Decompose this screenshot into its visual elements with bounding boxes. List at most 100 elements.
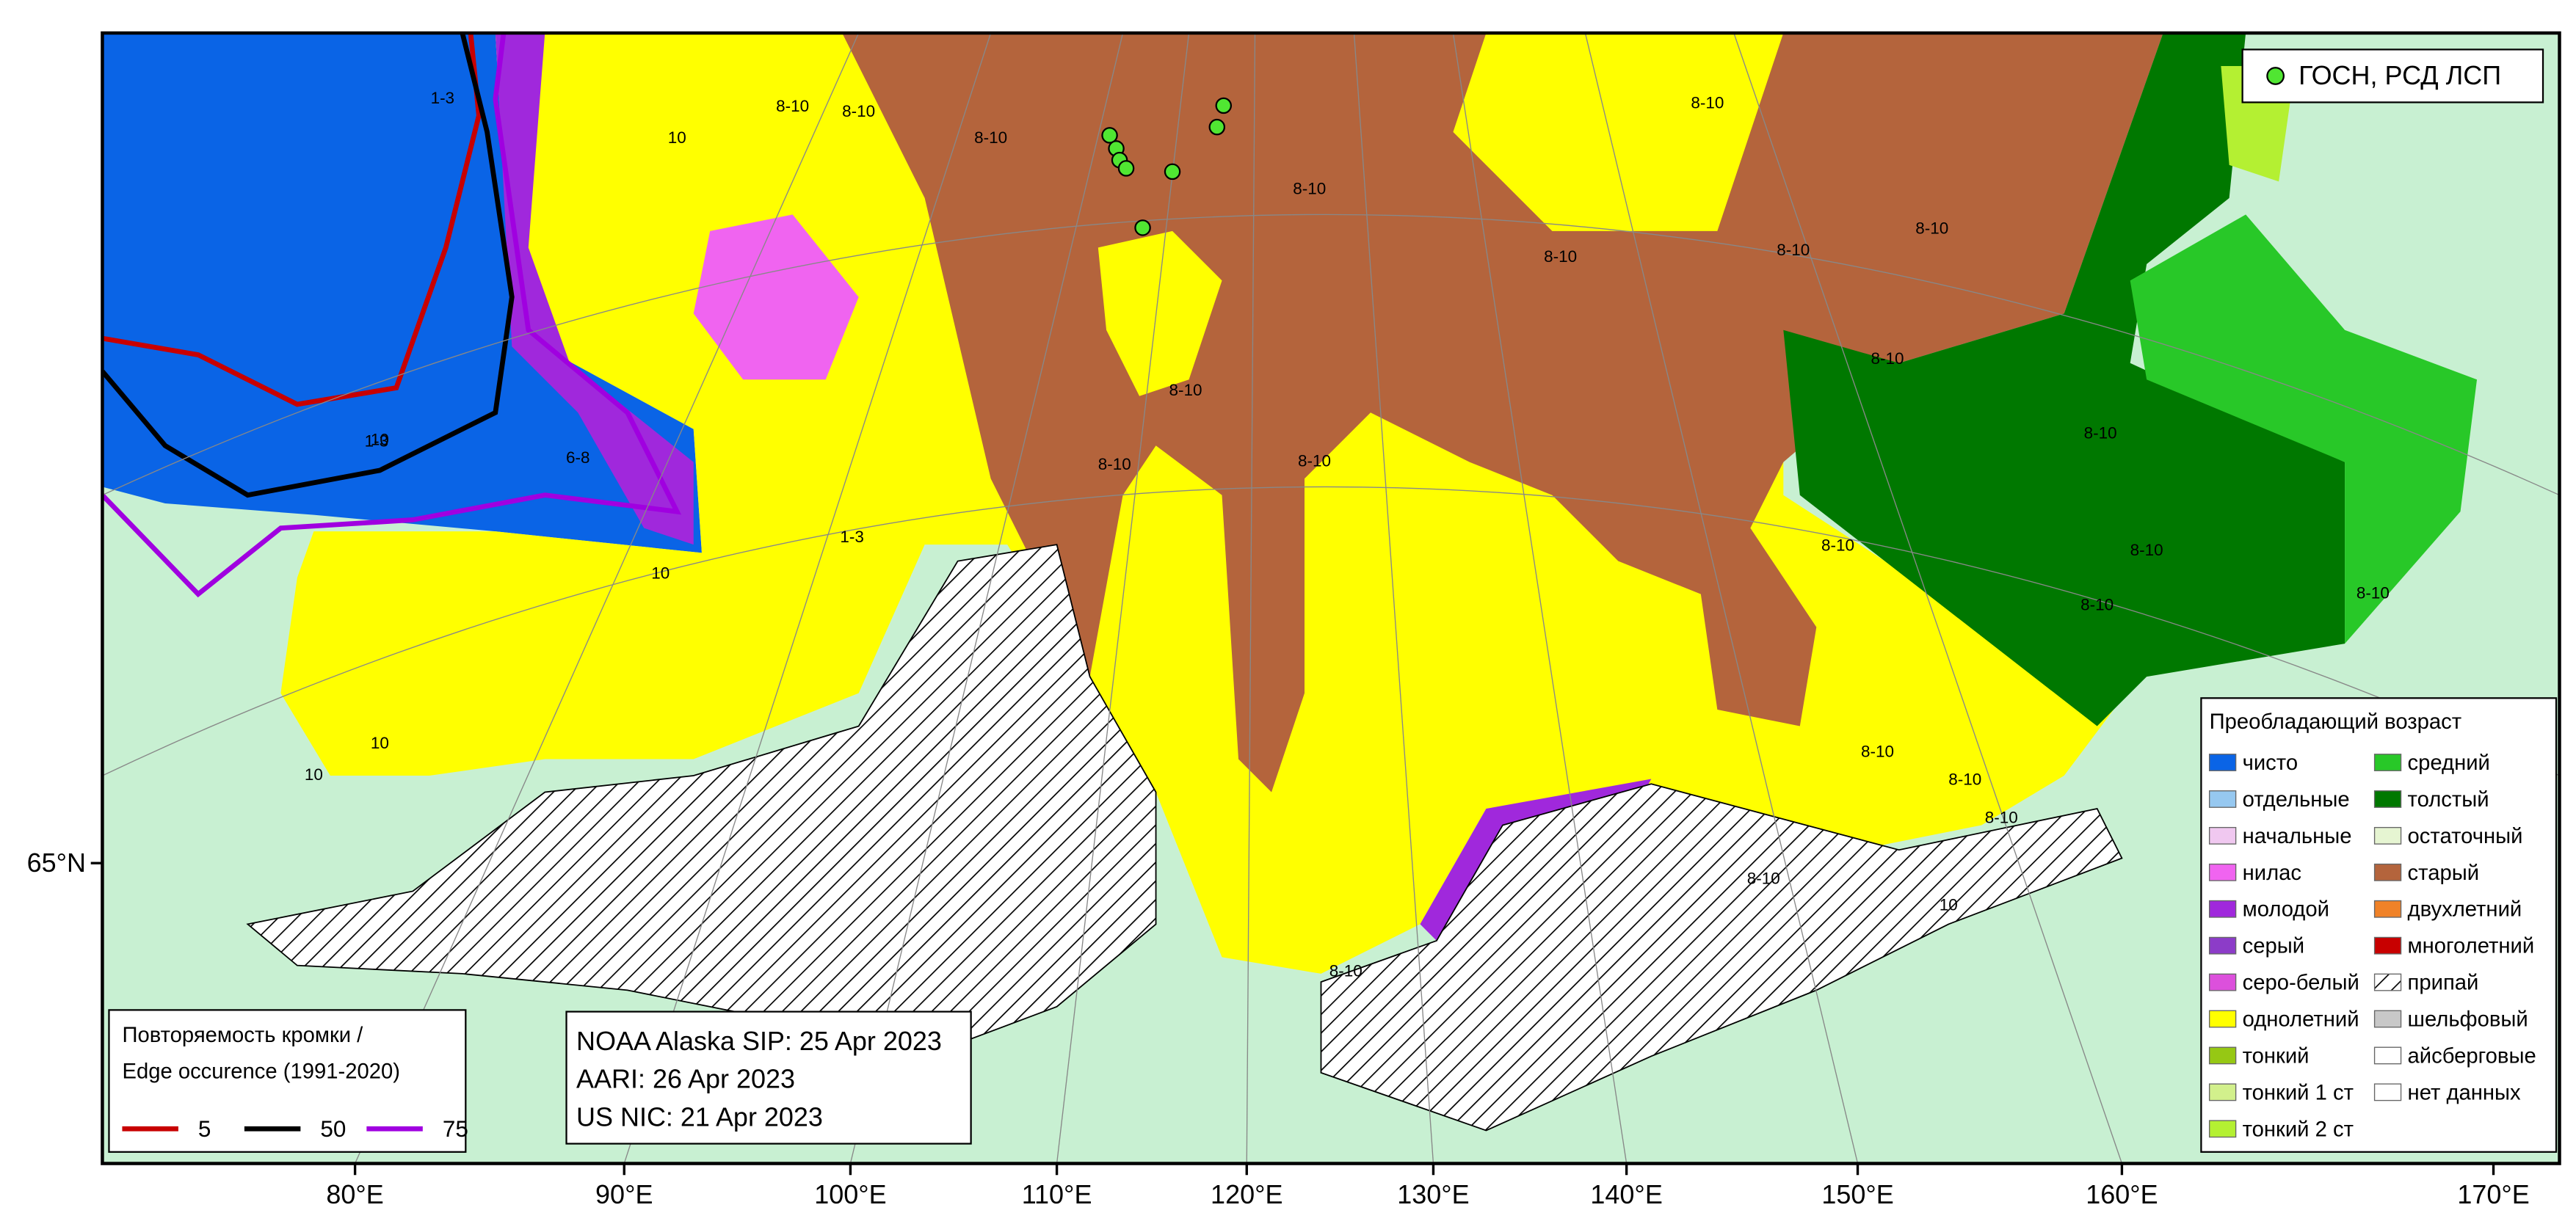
fast-ice <box>1320 783 2123 1132</box>
legend-label: двухлетний <box>2408 898 2522 922</box>
legend-title: Повторяемость кромки / <box>122 1024 363 1047</box>
lon-label: 140°E <box>1590 1179 1662 1209</box>
legend-label: 5 <box>198 1116 211 1142</box>
region-label: 8-10 <box>2130 541 2163 559</box>
legend-swatch <box>2208 973 2237 991</box>
legend-box <box>2241 48 2544 103</box>
region-label: 8-10 <box>1298 452 1331 470</box>
edge-line-5 <box>102 32 482 407</box>
legend-label: тонкий 2 ст <box>2243 1118 2354 1141</box>
legend-swatch <box>2208 754 2237 771</box>
legend-label: 50 <box>320 1116 346 1142</box>
lon-label: 150°E <box>1821 1179 1893 1209</box>
region-label: 1-3 <box>840 528 864 546</box>
legend-label: чисто <box>2243 751 2298 775</box>
legend-label: серо-белый <box>2243 972 2359 995</box>
legend-swatch <box>2208 1046 2237 1065</box>
legend-swatch <box>2208 1083 2237 1101</box>
region-label: 8-10 <box>2080 595 2114 613</box>
region-label: 8-10 <box>1871 349 1904 368</box>
legend-label: средний <box>2408 751 2490 775</box>
region-label: 6-8 <box>566 448 590 467</box>
region-label: 8-10 <box>1098 455 1131 473</box>
legend-label: отдельные <box>2243 788 2350 812</box>
age-legend: Преобладающий возраст чисто отдельные нача… <box>2200 697 2558 1153</box>
legend-swatch <box>2373 1010 2402 1028</box>
source-line: US NIC: 21 Apr 2023 <box>576 1101 823 1132</box>
legend-label: многолетний <box>2408 935 2535 958</box>
map-frame <box>101 31 2561 1165</box>
legend-label: нилас <box>2243 862 2301 885</box>
edge-legend: Повторяемость кромки / Edge occurence (19… <box>108 1009 468 1153</box>
first-year-bay <box>1097 230 1222 396</box>
region-label: 8-10 <box>1169 381 1202 399</box>
station <box>1117 160 1135 177</box>
legend-swatch <box>2373 790 2402 808</box>
legend-label: серый <box>2243 935 2304 958</box>
legend-label: молодой <box>2243 898 2329 922</box>
station <box>1101 127 1118 144</box>
legend-label: однолетний <box>2243 1008 2359 1031</box>
lon-label: 80°E <box>326 1179 383 1209</box>
source-line: NOAA Alaska SIP: 25 Apr 2023 <box>576 1026 942 1056</box>
graticule <box>102 32 2560 1164</box>
region-label: 8-10 <box>1948 771 1981 789</box>
legend-label: толстый <box>2408 788 2489 812</box>
station <box>1134 219 1151 236</box>
legend-symbol <box>2266 67 2285 85</box>
legend-label: начальные <box>2243 825 2352 848</box>
station <box>1208 118 1226 136</box>
legend-swatch <box>2208 1010 2237 1028</box>
region-label: 10 <box>651 564 670 583</box>
region-label: 8-10 <box>1691 94 1724 112</box>
legend-label: шельфовый <box>2408 1008 2528 1031</box>
region-label: 8-10 <box>2084 423 2117 442</box>
legend-label: 75 <box>443 1116 468 1142</box>
region-label: 10 <box>1940 896 1958 914</box>
lon-label: 120°E <box>1211 1179 1282 1209</box>
legend-swatch <box>2373 863 2402 881</box>
edge-line-75 <box>102 32 682 598</box>
legend-swatch <box>2373 1083 2402 1101</box>
legend-swatch <box>2373 936 2402 955</box>
legend-swatch <box>2208 1120 2237 1138</box>
lon-label: 110°E <box>1022 1179 1092 1209</box>
stations <box>1101 97 1233 236</box>
legend-swatch <box>2208 863 2237 881</box>
young-ice-edge <box>495 32 694 545</box>
legend-label: тонкий 1 ст <box>2243 1081 2354 1104</box>
source-line: AARI: 26 Apr 2023 <box>576 1064 795 1094</box>
region-label: 8-10 <box>842 102 875 120</box>
region-label: 10 <box>305 765 323 784</box>
info-box <box>565 1010 972 1145</box>
region-label: 8-10 <box>2357 584 2390 602</box>
medium-ice <box>2130 214 2478 644</box>
legend-swatch <box>2373 900 2402 918</box>
thick-ice <box>1783 32 2345 726</box>
axes: 80°E 90°E 100°E 110°E 120°E 130°E 140°E 150°E 16… <box>27 848 2530 1209</box>
region-label: 8-10 <box>1293 180 1326 198</box>
region-label: 8-10 <box>1544 247 1577 266</box>
region-label: 1-3 <box>365 432 389 451</box>
legend-swatch <box>2373 754 2402 771</box>
lon-label: 170°E <box>2457 1179 2529 1209</box>
legend-swatch <box>2208 936 2237 955</box>
legend-swatch <box>2373 973 2402 991</box>
legend-label: остаточный <box>2408 825 2523 848</box>
region-label: 10 <box>371 734 389 752</box>
legend-text: ГОСН, РСД ЛСП <box>2299 60 2501 90</box>
lat-label: 65°N <box>27 848 86 878</box>
legend-swatch <box>2373 826 2402 845</box>
map-area: 8-10 8-10 8-10 8-10 8-10 8-10 8-10 8-10 8-10 8-10… <box>102 32 2560 1164</box>
region-label: 8-10 <box>1329 962 1363 980</box>
region-label: 10 <box>371 430 389 448</box>
nilas-edge <box>693 214 859 380</box>
region-label: 8-10 <box>974 128 1007 147</box>
lon-label: 100°E <box>814 1179 886 1209</box>
lon-label: 130°E <box>1397 1179 1469 1209</box>
region-label: 8-10 <box>1747 870 1780 888</box>
legend-box <box>2200 697 2558 1153</box>
legend-label: припай <box>2408 972 2479 995</box>
